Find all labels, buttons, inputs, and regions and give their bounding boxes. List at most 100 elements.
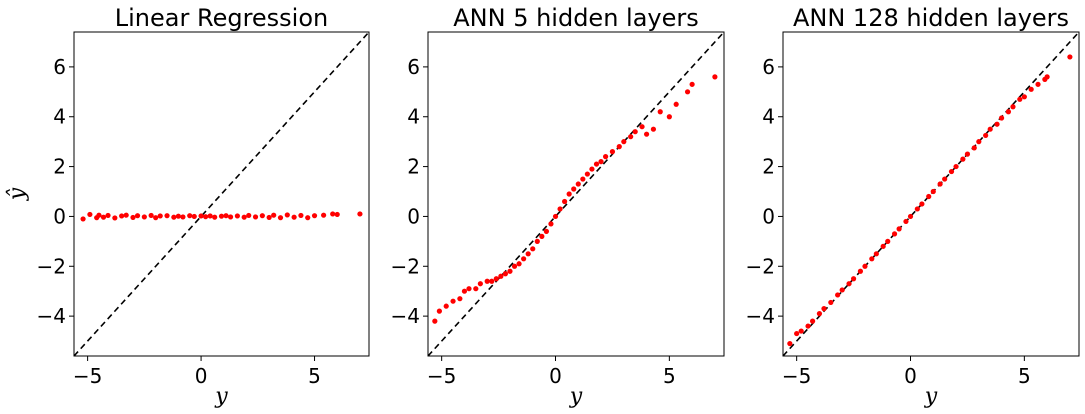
scatter-point [223, 213, 229, 219]
x-tick-label: −5 [782, 364, 811, 388]
y-tick-label: 6 [762, 55, 775, 79]
scatter-point [976, 139, 982, 145]
scatter-point [857, 268, 864, 274]
scatter-point [502, 271, 509, 277]
scatter-point [862, 263, 868, 269]
scatter-point [123, 212, 129, 218]
scatter-point [821, 306, 827, 312]
scatter-point [461, 288, 468, 294]
scatter-point [891, 231, 898, 237]
scatter-point [357, 211, 363, 217]
scatter-point [575, 181, 581, 187]
scatter-point [112, 215, 118, 221]
x-tick-label: 0 [195, 364, 208, 388]
scatter-point [330, 211, 336, 217]
scatter-point [850, 276, 857, 282]
identity-reference-line [782, 31, 1080, 357]
scatter-point [994, 121, 1000, 127]
y-axis-label: ŷ [5, 187, 30, 201]
scatter-point [712, 74, 718, 80]
scatter-point [246, 212, 252, 219]
scatter-point [171, 214, 177, 220]
scatter-point [998, 115, 1005, 121]
y-tick-label: 2 [762, 155, 775, 179]
y-tick-label: −2 [746, 254, 775, 278]
scatter-point [609, 149, 616, 155]
scatter-point [141, 214, 147, 220]
scatter-point [828, 299, 834, 306]
y-tick-label: 2 [53, 155, 66, 179]
scatter-point [960, 156, 966, 162]
scatter-point [639, 124, 645, 130]
scatter-point [489, 278, 495, 284]
scatter-point [846, 281, 852, 287]
y-tick-label: 6 [53, 55, 66, 79]
scatter-point [457, 296, 463, 302]
scatter-point [643, 131, 650, 137]
scatter-point [835, 292, 841, 298]
scatter-point [1028, 86, 1034, 92]
scatter-point [187, 213, 193, 219]
scatter-point [80, 216, 86, 222]
scatter-point [584, 171, 590, 177]
scatter-point [794, 330, 800, 337]
y-tick-label: −2 [37, 254, 66, 278]
scatter-point [650, 126, 657, 132]
axes-frame [427, 31, 725, 357]
scatter-point [87, 211, 93, 218]
scatter-point [885, 238, 891, 244]
y-tick-label: 4 [407, 105, 420, 129]
scatter-point [534, 238, 540, 244]
scatter-point [562, 198, 568, 205]
scatter-point [305, 215, 311, 221]
scatter-point [948, 168, 955, 175]
axes-frame [73, 31, 370, 357]
scatter-point [589, 166, 595, 172]
scatter-point [548, 221, 554, 227]
scatter-point [191, 213, 197, 220]
x-axis-label: y [214, 384, 228, 409]
scatter-point [593, 161, 600, 167]
scatter-point [484, 278, 490, 284]
scatter-point [903, 218, 909, 225]
scatter-point [105, 212, 111, 219]
scatter-point [259, 213, 265, 219]
scatter-point [271, 212, 277, 218]
y-tick-label: 6 [407, 55, 420, 79]
scatter-point [621, 139, 627, 145]
scatter-point [987, 126, 993, 132]
scatter-point [203, 214, 209, 220]
y-tick-label: 2 [407, 155, 420, 179]
scatter-point [557, 206, 563, 212]
identity-reference-line [73, 31, 370, 357]
chart-title: ANN 5 hidden layers [453, 4, 699, 32]
scatter-point [525, 251, 531, 257]
scatter-point [689, 81, 695, 87]
chart-panel-ann-128-hidden-layers: −5 0 5 −4 −2 0 2 4 6 ANN 128 hidden layers y [746, 4, 1080, 409]
scatter-point [598, 159, 604, 165]
scatter-point [616, 144, 622, 150]
scatter-point [277, 215, 284, 221]
scatter-point [1044, 74, 1050, 80]
scatter-point [198, 213, 204, 219]
scatter-point [666, 114, 672, 120]
scatter-point [787, 340, 793, 347]
scatter-point [580, 176, 586, 182]
scatter-point [552, 213, 559, 220]
scatter-point [880, 243, 886, 249]
y-tick-label: −4 [746, 304, 775, 328]
chart-title: Linear Regression [115, 4, 329, 32]
scatter-point [493, 276, 499, 282]
y-tick-label: 4 [762, 105, 775, 129]
scatter-point [466, 286, 472, 292]
scatter-point [869, 256, 875, 262]
scatter-point [298, 212, 304, 219]
scatter-point [130, 214, 136, 221]
scatter-point [252, 214, 259, 220]
y-tick-label: −2 [391, 254, 420, 278]
scatter-point [234, 213, 240, 219]
chart-panel-ann-5-hidden-layers: −5 0 5 −4 −2 0 2 4 6 ANN 5 hidden layers y [391, 4, 725, 409]
scatter-point [628, 134, 634, 140]
scatter-point [971, 145, 977, 151]
